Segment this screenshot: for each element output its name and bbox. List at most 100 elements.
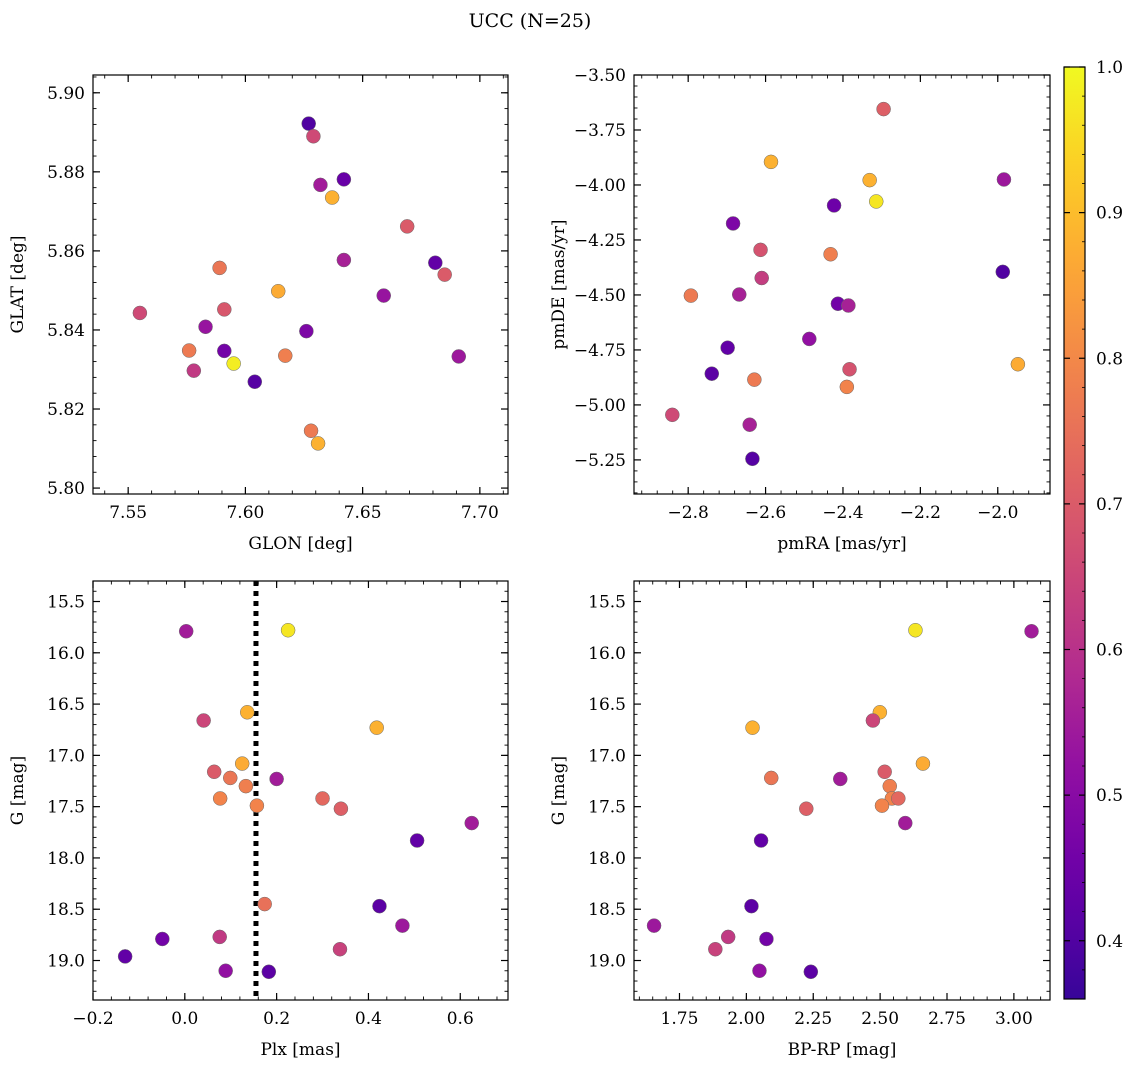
data-point <box>841 298 856 313</box>
panels: 7.55 7.60 7.65 7.70 5.80 5.82 5.84 5.86 5.88 5.90… <box>8 66 1051 1060</box>
data-point <box>261 964 277 980</box>
data-point <box>186 363 202 378</box>
y-tick-label: 17.5 <box>588 798 626 818</box>
x-tick-label: −2.2 <box>900 503 941 523</box>
colorbar-tick-label: 0.6 <box>1096 641 1123 661</box>
x-axis-label: Plx [mas] <box>260 1040 340 1060</box>
data-point <box>315 791 330 806</box>
data-point <box>683 288 699 303</box>
data-point <box>803 964 819 980</box>
data-point <box>132 305 148 321</box>
data-point <box>996 172 1012 187</box>
y-tick-label: 5.90 <box>47 84 85 104</box>
data-point <box>882 778 898 794</box>
colorbar-tick-label: 0.5 <box>1096 786 1123 806</box>
data-point <box>376 288 391 303</box>
data-point <box>839 379 855 395</box>
data-point <box>995 264 1011 280</box>
data-point <box>303 423 319 439</box>
data-point <box>212 791 228 806</box>
y-tick-label: −5.25 <box>574 451 626 471</box>
x-tick-label: 0.2 <box>263 1009 290 1029</box>
data-point <box>763 770 779 786</box>
colorbar-tick-label: 0.9 <box>1096 204 1123 224</box>
data-point <box>744 898 759 914</box>
x-axis-label: BP-RP [mag] <box>788 1040 897 1060</box>
data-point <box>269 771 284 787</box>
data-point <box>862 172 877 188</box>
data-point <box>799 801 814 816</box>
figure-title: UCC (N=25) <box>469 10 592 32</box>
y-tick-label: 18.0 <box>47 849 85 869</box>
data-point <box>877 764 892 780</box>
y-axis-label: pmDE [mas/yr] <box>549 219 569 349</box>
data-point <box>898 815 913 831</box>
data-point <box>823 247 838 262</box>
y-tick-label: 5.86 <box>47 242 85 262</box>
y-tick-label: 18.5 <box>588 900 626 920</box>
data-point <box>278 348 293 363</box>
data-point <box>257 896 272 912</box>
data-point <box>745 451 760 467</box>
data-point <box>868 194 884 209</box>
y-tick-label: 15.5 <box>588 593 626 613</box>
data-point <box>753 833 769 848</box>
data-point <box>409 833 425 848</box>
data-point <box>437 267 452 282</box>
data-point <box>891 791 906 806</box>
data-point <box>704 366 720 381</box>
y-tick-label: 5.80 <box>47 479 85 499</box>
colorbar-gradient <box>1064 67 1085 999</box>
y-tick-label: 19.0 <box>47 952 85 972</box>
x-tick-label: −2.6 <box>745 503 786 523</box>
data-point <box>218 963 233 979</box>
y-tick-label: −5.00 <box>574 396 626 416</box>
data-point <box>310 436 326 451</box>
data-point <box>299 323 314 339</box>
data-point <box>212 260 227 276</box>
data-point <box>1010 356 1026 372</box>
data-point <box>753 242 768 258</box>
y-tick-label: 15.5 <box>47 593 85 613</box>
data-point <box>842 362 857 377</box>
data-point <box>395 918 410 933</box>
y-tick-label: −3.50 <box>574 66 626 86</box>
x-tick-label: −2.8 <box>668 503 709 523</box>
x-tick-label: 0.6 <box>447 1009 474 1029</box>
panel-glon-glat: 7.55 7.60 7.65 7.70 5.80 5.82 5.84 5.86 5.88 5.90… <box>8 74 509 554</box>
axes-frame <box>92 74 509 495</box>
data-point <box>399 219 415 234</box>
data-point <box>720 929 736 945</box>
axes-frame <box>633 74 1051 495</box>
data-point <box>833 771 848 787</box>
x-tick-label: 7.60 <box>226 503 264 523</box>
data-point <box>217 343 232 359</box>
data-point <box>217 302 232 317</box>
data-point <box>336 252 352 268</box>
panel-bprp-g: 1.75 2.00 2.25 2.50 2.75 3.00 15.5 16.0 16.5 17.0… <box>549 580 1051 1060</box>
data-point <box>720 340 735 355</box>
y-tick-label: −4.00 <box>574 176 626 196</box>
data-point <box>301 116 316 131</box>
x-tick-label: 7.70 <box>461 503 499 523</box>
panel-plx-g: −0.2 0.0 0.2 0.4 0.6 15.5 16.0 16.5 17.0 17.5 18.0… <box>8 580 509 1060</box>
x-tick-label: −2.0 <box>977 503 1018 523</box>
x-axis-label: pmRA [mas/yr] <box>777 534 906 554</box>
data-point <box>280 622 296 638</box>
data-point <box>754 270 769 286</box>
colorbar: 0.4 0.5 0.6 0.7 0.8 0.9 1.0 <box>1063 58 1123 1000</box>
data-point <box>752 963 767 979</box>
y-tick-label: −3.75 <box>574 121 626 141</box>
x-tick-label: 2.25 <box>794 1009 832 1029</box>
data-point <box>763 154 779 170</box>
y-tick-label: 18.0 <box>588 849 626 869</box>
data-point <box>451 349 467 364</box>
y-tick-label: 18.5 <box>47 900 85 920</box>
x-tick-label: 1.75 <box>661 1009 699 1029</box>
x-tick-label: 7.65 <box>344 503 382 523</box>
data-point <box>665 407 680 423</box>
y-tick-label: 16.5 <box>47 695 85 715</box>
data-point <box>708 941 723 957</box>
data-point <box>747 372 762 387</box>
data-point <box>646 918 662 933</box>
